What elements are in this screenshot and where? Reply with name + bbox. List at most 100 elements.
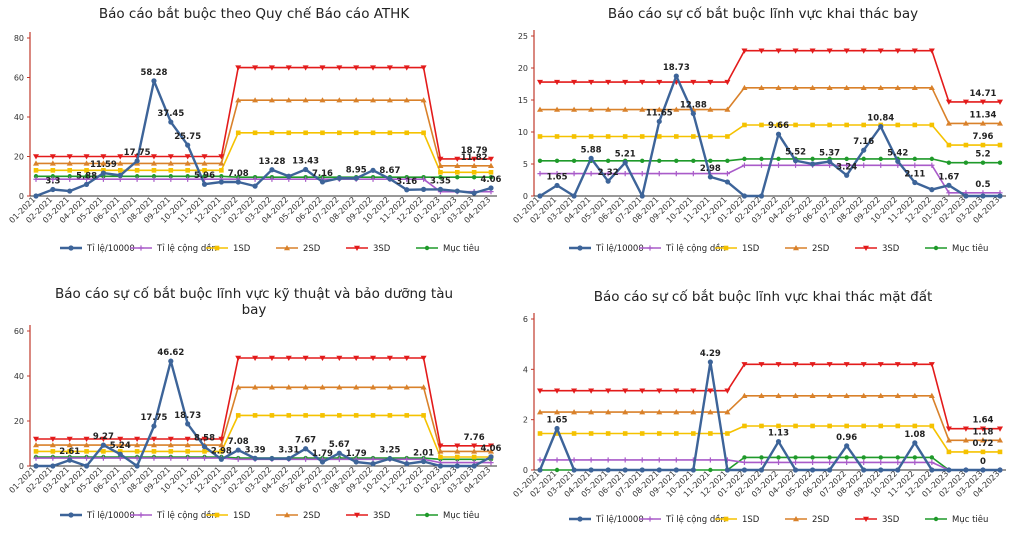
point-target	[488, 175, 494, 180]
point-rate	[588, 467, 594, 473]
point-sd1	[387, 413, 393, 418]
point-sd3	[66, 436, 73, 442]
point-cumulative	[488, 460, 494, 466]
legend-item-rate: Tỉ lệ/10000	[60, 510, 135, 521]
point-sd3	[707, 388, 714, 394]
point-sd3	[758, 48, 765, 54]
point-sd2	[184, 160, 191, 166]
point-sd1	[725, 431, 730, 436]
legend-marker-cumulative	[138, 245, 144, 251]
data-label: 8.58	[194, 434, 215, 444]
point-rate	[980, 193, 986, 199]
data-label: 1.79	[312, 449, 333, 459]
point-sd3	[622, 79, 629, 86]
point-sd1	[320, 413, 325, 418]
legend-marker-rate	[68, 512, 74, 518]
point-rate	[997, 467, 1003, 473]
point-sd1	[370, 130, 376, 136]
legend-item-cumulative: Tỉ lệ cộng dồn	[639, 514, 726, 525]
point-sd3	[656, 388, 663, 394]
point-target	[219, 174, 224, 179]
point-sd3	[150, 154, 157, 160]
legend-marker-sd3	[354, 512, 360, 518]
point-rate	[319, 459, 326, 465]
point-cumulative	[571, 457, 577, 463]
series-line-sd3	[36, 66, 491, 160]
legend-label-sd3: 3SD	[373, 244, 391, 254]
legend-marker-target	[933, 245, 939, 251]
point-rate	[929, 187, 935, 193]
series-line-rate	[35, 79, 492, 198]
point-target	[202, 174, 207, 179]
point-sd3	[353, 355, 360, 361]
point-target	[708, 158, 713, 163]
data-label: 1.65	[547, 172, 568, 182]
point-target	[878, 156, 883, 162]
legend-item-sd2: 2SD	[276, 244, 321, 254]
point-sd2	[928, 392, 935, 398]
data-label: 3.3	[45, 176, 60, 186]
point-cumulative	[605, 171, 611, 177]
point-rate	[827, 467, 833, 473]
point-rate	[673, 73, 679, 79]
legend-marker-sd1	[723, 516, 729, 522]
legend-item-sd3: 3SD	[855, 515, 900, 525]
point-sd2	[117, 160, 124, 166]
point-sd3	[218, 154, 225, 160]
point-sd3	[201, 154, 208, 160]
point-sd1	[639, 431, 645, 436]
data-label: 2.98	[700, 164, 721, 174]
point-sd1	[656, 431, 662, 436]
point-target	[571, 158, 577, 163]
data-label: 17.75	[141, 413, 168, 423]
y-tick-label: 80	[14, 34, 24, 43]
point-rate	[707, 174, 713, 180]
point-sd1	[84, 449, 89, 454]
point-sd1	[387, 130, 393, 136]
chart-title: Báo cáo sự cố bắt buộc lĩnh vực kỹ thuật…	[55, 285, 453, 302]
point-rate	[286, 455, 292, 462]
point-sd3	[673, 388, 680, 394]
data-label: 11.34	[970, 110, 997, 120]
legend-item-sd3: 3SD	[346, 511, 391, 521]
point-sd2	[420, 97, 427, 103]
point-rate	[185, 421, 191, 427]
legend-label-rate: Tỉ lệ/10000	[86, 243, 135, 254]
point-sd1	[202, 449, 207, 454]
point-cumulative	[151, 176, 157, 182]
point-rate	[792, 467, 799, 473]
point-sd1	[185, 449, 190, 454]
data-label: 5.42	[887, 148, 908, 158]
legend-item-rate: Tỉ lệ/10000	[569, 514, 644, 525]
point-sd3	[353, 65, 360, 71]
point-sd1	[117, 168, 123, 173]
point-cumulative	[588, 171, 594, 177]
point-cumulative	[844, 162, 850, 168]
series-line-sd2	[36, 99, 491, 167]
point-sd3	[571, 79, 578, 86]
data-label: 3.24	[836, 162, 857, 172]
point-sd1	[656, 134, 662, 139]
point-target	[151, 174, 157, 179]
point-rate	[50, 463, 56, 469]
point-rate	[420, 186, 427, 192]
data-label: 7.08	[228, 437, 249, 447]
point-sd2	[471, 448, 478, 454]
data-label: 1.13	[768, 429, 789, 439]
point-sd1	[759, 423, 764, 429]
point-sd3	[403, 355, 410, 361]
y-tick-label: 60	[14, 74, 24, 83]
series-rate	[537, 359, 1003, 473]
point-sd1	[269, 130, 275, 136]
point-sd3	[962, 99, 969, 105]
point-rate	[758, 193, 765, 199]
point-sd3	[319, 355, 326, 361]
legend-label-target: Mục tiêu	[952, 243, 988, 254]
point-sd3	[809, 48, 816, 54]
legend-label-rate: Tỉ lệ/10000	[86, 510, 135, 521]
point-sd1	[980, 449, 986, 455]
point-sd3	[911, 362, 918, 368]
point-sd3	[639, 79, 646, 86]
point-sd2	[302, 384, 309, 390]
point-target	[946, 160, 952, 165]
